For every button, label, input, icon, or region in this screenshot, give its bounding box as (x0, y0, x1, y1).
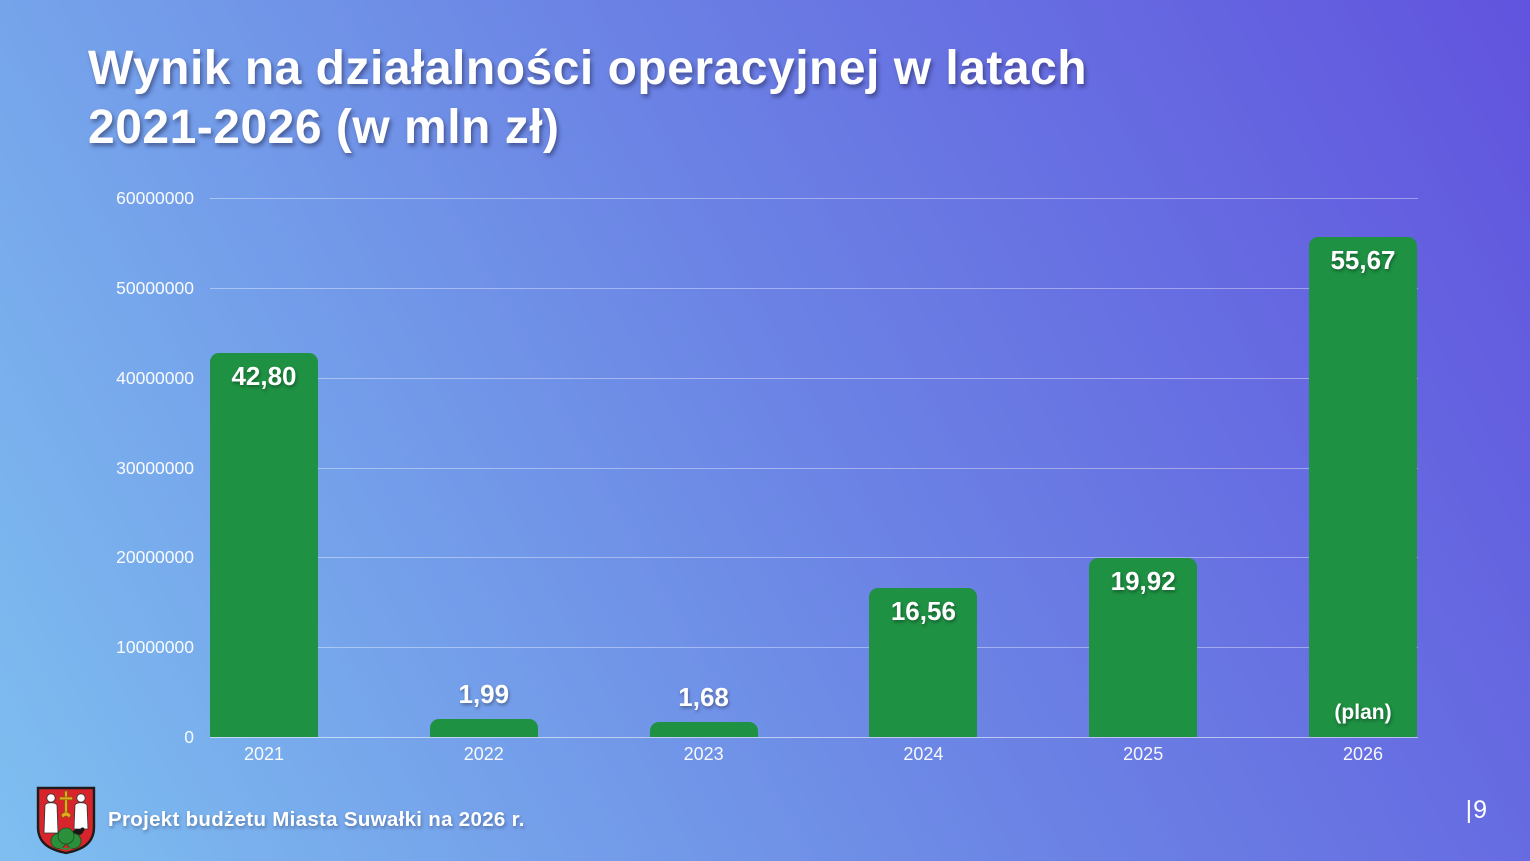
x-axis-tick-labels: 2021 2022 2023 2024 2025 2026 (210, 743, 1418, 767)
x-tick-2023: 2023 (683, 744, 724, 764)
x-tick-2021: 2021 (243, 744, 285, 764)
slide-title: Wynik na działalności operacyjnej w lata… (88, 40, 1448, 157)
bar-annotation-2026: (plan) (1334, 701, 1392, 724)
bar-value-2021: 42,80 (231, 360, 297, 391)
bar-2024 (869, 588, 978, 737)
y-tick-40000000: 40000000 (116, 367, 194, 388)
gridline-30000000 (210, 467, 1418, 469)
bar-2023 (649, 721, 758, 737)
y-tick-50000000: 50000000 (116, 277, 194, 298)
bar-2021 (210, 352, 318, 737)
suwalki-coat-of-arms-logo (36, 786, 96, 855)
gridline-60000000 (210, 198, 1418, 199)
slide-footer: Projekt budżetu Miasta Suwałki na 2026 r… (35, 785, 525, 855)
bar-2022 (429, 719, 538, 737)
bar-2026: (plan) (1309, 236, 1417, 737)
bar-value-2024: 16,56 (890, 596, 956, 627)
gridline-50000000 (210, 287, 1418, 289)
bar-value-2022: 1,99 (458, 679, 510, 710)
gridline-20000000 (210, 557, 1418, 559)
x-tick-2024: 2024 (903, 744, 944, 764)
y-tick-10000000: 10000000 (116, 637, 194, 658)
slide-title-line2: 2021-2026 (w mln zł) (88, 100, 560, 154)
footer-text: Projekt budżetu Miasta Suwałki na 2026 r… (108, 808, 525, 831)
bar-value-2025: 19,92 (1110, 566, 1176, 597)
y-tick-60000000: 60000000 (116, 188, 194, 208)
y-tick-30000000: 30000000 (116, 457, 194, 478)
x-tick-2026: 2026 (1342, 744, 1384, 764)
x-tick-2022: 2022 (463, 744, 504, 764)
y-axis-tick-labels: 60000000 50000000 40000000 30000000 20000000… (0, 188, 194, 747)
x-tick-2025: 2025 (1123, 744, 1164, 764)
bar-2025 (1089, 558, 1198, 737)
bar-value-2023: 1,68 (678, 681, 729, 712)
bar-chart-plot-area: 42,80 1,99 1,68 16,56 19,92 (plan) 55,67 (210, 198, 1418, 738)
y-tick-20000000: 20000000 (116, 547, 194, 568)
page-number: |9 (1465, 796, 1488, 824)
gridline-40000000 (210, 377, 1418, 379)
bar-value-2026: 55,67 (1330, 244, 1396, 275)
gridline-10000000 (210, 647, 1418, 649)
y-tick-0: 0 (184, 727, 194, 747)
slide-title-line1: Wynik na działalności operacyjnej w lata… (88, 42, 1088, 95)
gridline-0 (210, 737, 1418, 738)
